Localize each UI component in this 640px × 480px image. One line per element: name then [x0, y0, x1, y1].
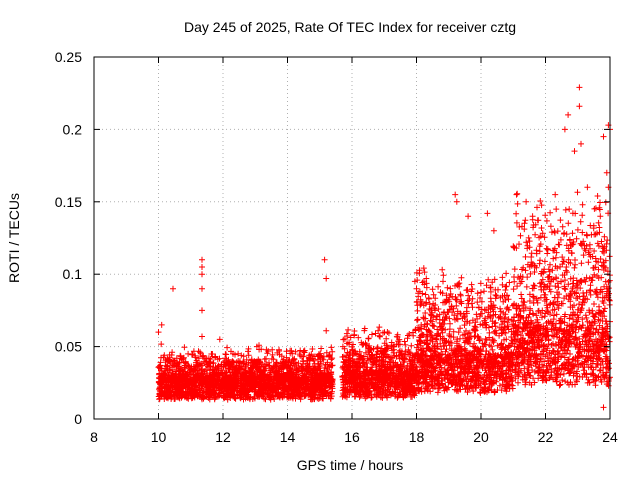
y-tick-label: 0	[74, 411, 82, 427]
y-tick-label: 0.25	[55, 49, 82, 65]
x-tick-label: 24	[602, 429, 618, 445]
chart-title: Day 245 of 2025, Rate Of TEC Index for r…	[184, 19, 516, 35]
x-tick-label: 14	[280, 429, 296, 445]
x-tick-label: 8	[90, 429, 98, 445]
x-tick-label: 18	[409, 429, 425, 445]
x-tick-label: 16	[344, 429, 360, 445]
y-tick-label: 0.05	[55, 339, 82, 355]
axis-ticks	[93, 56, 611, 420]
tick-labels: 8 10 12 14 16 18 20 22 24 0 0.05 0.1 0.15 0.2 0.25	[55, 49, 618, 445]
grid	[94, 57, 610, 419]
y-tick-label: 0.15	[55, 194, 82, 210]
x-tick-label: 22	[538, 429, 554, 445]
y-tick-label: 0.1	[63, 266, 83, 282]
y-axis-label: ROTI / TECUs	[6, 193, 22, 283]
y-tick-label: 0.2	[63, 121, 83, 137]
x-tick-label: 20	[473, 429, 489, 445]
x-tick-label: 10	[151, 429, 167, 445]
x-axis-label: GPS time / hours	[297, 457, 404, 473]
roti-series-markers	[155, 84, 613, 411]
data-points	[155, 84, 613, 411]
x-tick-label: 12	[215, 429, 231, 445]
